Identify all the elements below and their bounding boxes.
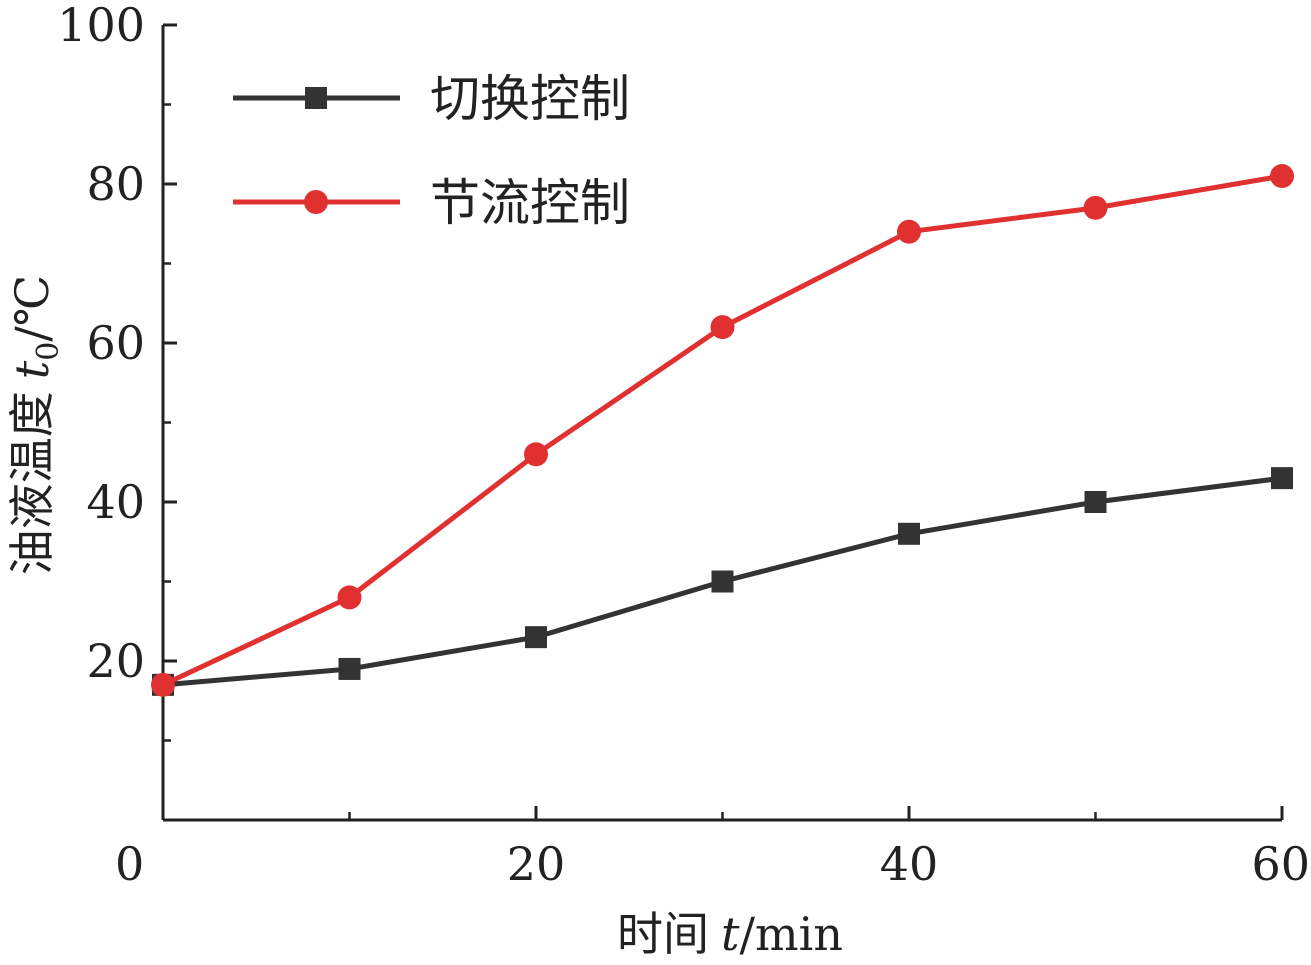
series-layer xyxy=(151,164,1294,697)
y-axis-title: 油液温度 t0/℃ xyxy=(5,275,66,576)
legend-label: 切换控制 xyxy=(430,70,630,128)
x-axis-title: 时间 t/min xyxy=(617,907,843,961)
x-axis-title-prefix: 时间 xyxy=(617,907,709,961)
y-axis-title-var: t xyxy=(5,360,59,379)
data-point-circle xyxy=(1083,195,1108,220)
data-point-circle xyxy=(1270,164,1294,189)
legend-label: 节流控制 xyxy=(430,174,630,232)
x-tick-label: 40 xyxy=(880,837,939,891)
y-tick-label: 60 xyxy=(86,316,145,370)
data-point-square xyxy=(898,522,920,545)
axes xyxy=(161,25,1282,822)
y-axis-title-unit: /℃ xyxy=(5,275,59,342)
y-tick-label: 40 xyxy=(86,475,145,529)
data-point-square xyxy=(1271,467,1293,490)
data-point-circle xyxy=(337,585,362,610)
ticks: 20 40 60 80 100 0 20 40 60 xyxy=(57,0,1310,891)
legend-entry-1: 切换控制 xyxy=(233,70,630,128)
data-point-square xyxy=(711,570,734,593)
data-point-circle xyxy=(710,315,735,340)
x-tick-label: 0 xyxy=(115,837,144,891)
data-point-circle xyxy=(151,672,175,697)
legend-entry-2: 节流控制 xyxy=(233,174,630,232)
data-point-square xyxy=(525,626,547,649)
y-tick-label: 20 xyxy=(86,634,145,688)
series-2 xyxy=(151,164,1294,697)
series-line xyxy=(161,173,1283,688)
legend-marker-circle xyxy=(304,190,328,214)
legend-marker-square xyxy=(305,87,327,109)
data-point-square xyxy=(338,657,361,680)
series-1 xyxy=(152,467,1293,696)
y-tick-label: 100 xyxy=(57,0,145,52)
data-point-circle xyxy=(897,219,921,244)
x-tick-label: 20 xyxy=(507,837,566,891)
data-point-square xyxy=(1084,491,1107,513)
data-point-circle xyxy=(524,442,548,467)
y-axis-title-prefix: 油液温度 xyxy=(5,391,59,575)
x-axis-title-unit: /min xyxy=(740,907,843,961)
x-tick-label: 60 xyxy=(1251,837,1310,891)
x-axis-title-var: t xyxy=(721,907,740,961)
y-axis-title-subscript: 0 xyxy=(31,342,66,361)
y-tick-label: 80 xyxy=(86,157,145,211)
